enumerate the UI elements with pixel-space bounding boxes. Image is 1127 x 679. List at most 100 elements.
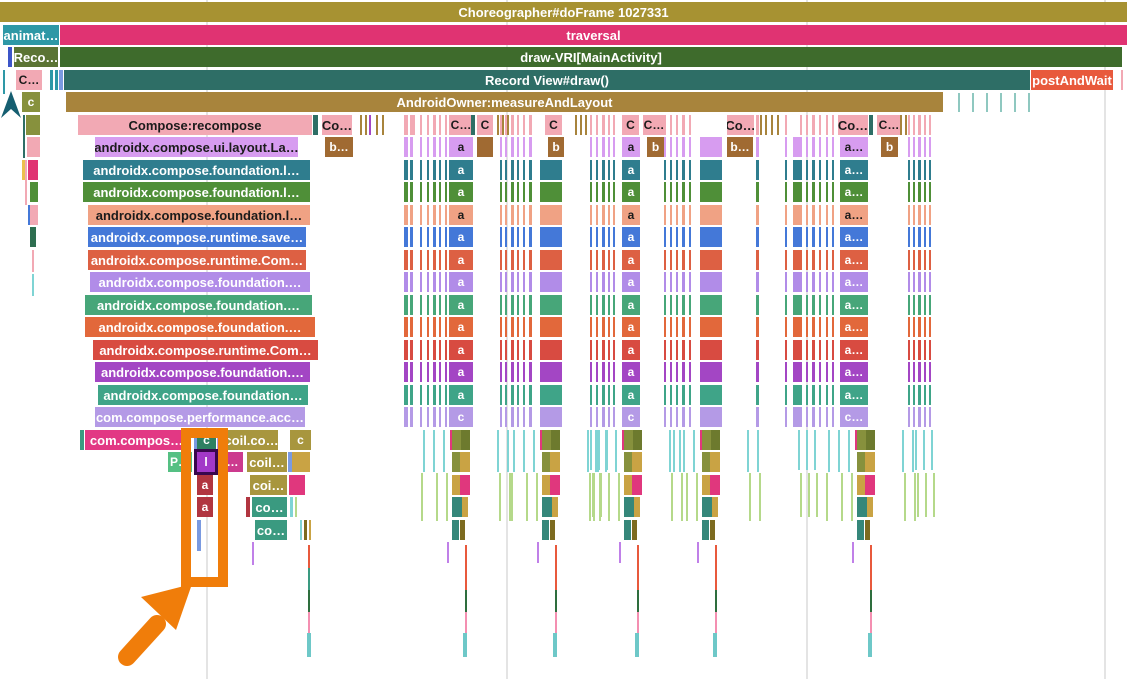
trace-sliver[interactable]	[812, 295, 815, 315]
trace-sliver[interactable]	[537, 542, 539, 563]
trace-sliver[interactable]	[613, 407, 615, 427]
trace-sliver[interactable]	[929, 317, 931, 337]
trace-sliver[interactable]	[505, 137, 507, 157]
trace-sliver[interactable]	[580, 115, 582, 135]
trace-slice[interactable]: a	[622, 227, 640, 247]
trace-sliver[interactable]	[812, 115, 815, 135]
trace-sliver[interactable]	[866, 430, 875, 450]
trace-sliver[interactable]	[689, 182, 691, 202]
trace-sliver[interactable]	[505, 385, 507, 405]
trace-sliver[interactable]	[608, 115, 610, 135]
trace-sliver[interactable]	[923, 430, 925, 470]
trace-sliver[interactable]	[664, 317, 666, 337]
trace-sliver[interactable]	[913, 340, 915, 360]
trace-sliver[interactable]	[505, 115, 507, 135]
trace-sliver[interactable]	[552, 497, 558, 517]
trace-slice[interactable]: a	[449, 205, 473, 225]
trace-sliver[interactable]	[664, 250, 666, 270]
trace-sliver[interactable]	[812, 362, 815, 382]
trace-sliver[interactable]	[857, 430, 866, 450]
trace-sliver[interactable]	[682, 272, 685, 292]
trace-slice[interactable]: c	[197, 430, 216, 450]
trace-sliver[interactable]	[555, 545, 557, 590]
trace-sliver[interactable]	[924, 205, 926, 225]
trace-slice[interactable]: Choreographer#doFrame 1027331	[0, 2, 1127, 22]
trace-sliver[interactable]	[814, 430, 816, 470]
trace-sliver[interactable]	[376, 115, 378, 135]
trace-sliver[interactable]	[608, 473, 610, 517]
trace-sliver[interactable]	[410, 407, 413, 427]
trace-sliver[interactable]	[542, 475, 550, 495]
trace-sliver[interactable]	[800, 272, 802, 292]
trace-sliver[interactable]	[826, 340, 828, 360]
trace-sliver[interactable]	[295, 497, 297, 517]
trace-sliver[interactable]	[683, 430, 685, 472]
trace-sliver[interactable]	[710, 452, 720, 472]
trace-sliver[interactable]	[857, 520, 864, 540]
trace-sliver[interactable]	[931, 430, 933, 470]
trace-sliver[interactable]	[865, 520, 870, 540]
trace-slice[interactable]: a…	[840, 362, 868, 382]
trace-sliver[interactable]	[404, 385, 408, 405]
trace-sliver[interactable]	[929, 340, 931, 360]
trace-sliver[interactable]	[800, 407, 802, 427]
trace-sliver[interactable]	[711, 430, 720, 450]
trace-sliver[interactable]	[913, 227, 915, 247]
trace-sliver[interactable]	[832, 407, 834, 427]
trace-sliver[interactable]	[602, 362, 605, 382]
trace-sliver[interactable]	[465, 612, 467, 633]
trace-sliver[interactable]	[924, 385, 926, 405]
trace-sliver[interactable]	[540, 340, 562, 360]
trace-sliver[interactable]	[634, 497, 640, 517]
trace-sliver[interactable]	[505, 227, 507, 247]
trace-sliver[interactable]	[958, 93, 960, 112]
trace-sliver[interactable]	[793, 295, 802, 315]
trace-sliver[interactable]	[439, 407, 441, 427]
trace-sliver[interactable]	[613, 295, 615, 315]
trace-slice[interactable]: c…	[840, 407, 868, 427]
trace-sliver[interactable]	[902, 430, 904, 472]
trace-sliver[interactable]	[637, 612, 639, 633]
trace-sliver[interactable]	[700, 295, 722, 315]
trace-sliver[interactable]	[445, 137, 447, 157]
trace-slice[interactable]: co…	[255, 520, 287, 540]
trace-sliver[interactable]	[841, 473, 843, 521]
trace-sliver[interactable]	[757, 430, 759, 472]
trace-sliver[interactable]	[420, 295, 422, 315]
trace-sliver[interactable]	[806, 340, 808, 360]
trace-sliver[interactable]	[500, 250, 502, 270]
trace-slice[interactable]: C	[477, 115, 493, 135]
trace-sliver[interactable]	[664, 227, 666, 247]
trace-sliver[interactable]	[433, 362, 436, 382]
trace-sliver[interactable]	[785, 182, 787, 202]
trace-sliver[interactable]	[523, 205, 525, 225]
trace-slice[interactable]: a	[622, 362, 640, 382]
trace-sliver[interactable]	[465, 590, 467, 612]
trace-sliver[interactable]	[608, 227, 610, 247]
trace-sliver[interactable]	[590, 160, 592, 180]
trace-sliver[interactable]	[913, 160, 915, 180]
trace-sliver[interactable]	[747, 430, 749, 472]
trace-sliver[interactable]	[700, 362, 722, 382]
trace-sliver[interactable]	[908, 227, 910, 247]
trace-sliver[interactable]	[465, 545, 467, 590]
trace-slice[interactable]: com.compose.performance.acc…	[95, 407, 305, 427]
trace-sliver[interactable]	[427, 317, 429, 337]
trace-sliver[interactable]	[592, 473, 594, 517]
trace-sliver[interactable]	[450, 430, 452, 450]
trace-sliver[interactable]	[439, 227, 441, 247]
trace-sliver[interactable]	[439, 295, 441, 315]
trace-sliver[interactable]	[427, 115, 429, 135]
trace-sliver[interactable]	[596, 317, 598, 337]
trace-sliver[interactable]	[590, 227, 592, 247]
trace-sliver[interactable]	[700, 407, 722, 427]
trace-sliver[interactable]	[812, 182, 815, 202]
trace-slice[interactable]: b	[548, 137, 564, 157]
trace-slice[interactable]: a…	[840, 227, 868, 247]
trace-sliver[interactable]	[793, 362, 802, 382]
trace-slice[interactable]: co…	[252, 497, 287, 517]
trace-sliver[interactable]	[756, 160, 759, 180]
trace-sliver[interactable]	[447, 542, 449, 563]
trace-sliver[interactable]	[575, 115, 577, 135]
trace-slice[interactable]: b	[647, 137, 664, 157]
